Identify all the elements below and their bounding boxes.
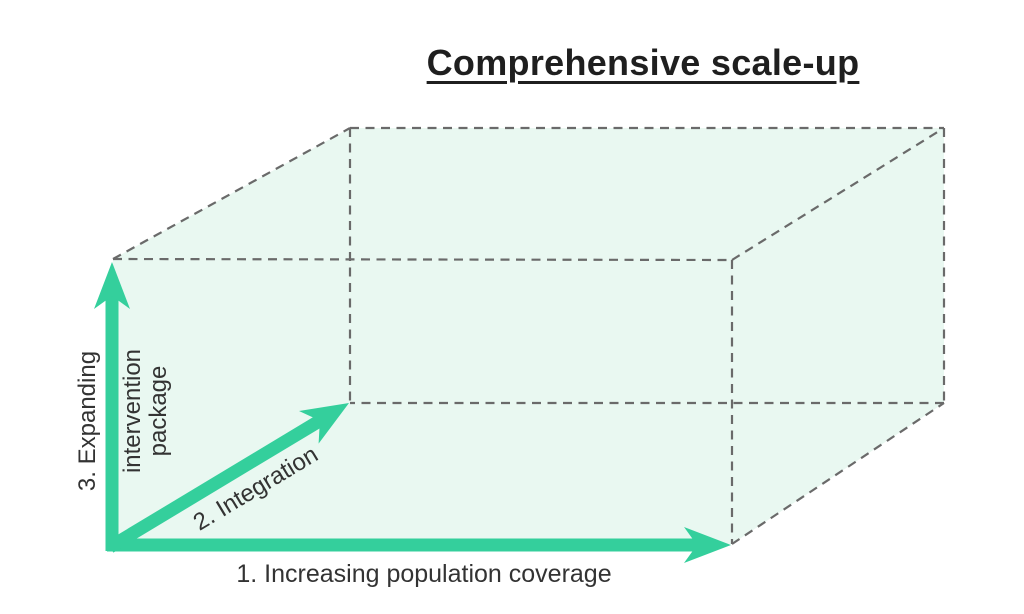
axis-2-arrow [106, 403, 349, 553]
axis-3-arrow [94, 262, 130, 551]
diagram-title: Comprehensive scale-up [426, 42, 860, 83]
cube-edges [112, 126, 946, 545]
axis-1-arrow [107, 527, 731, 563]
cube-fill [113, 128, 944, 545]
